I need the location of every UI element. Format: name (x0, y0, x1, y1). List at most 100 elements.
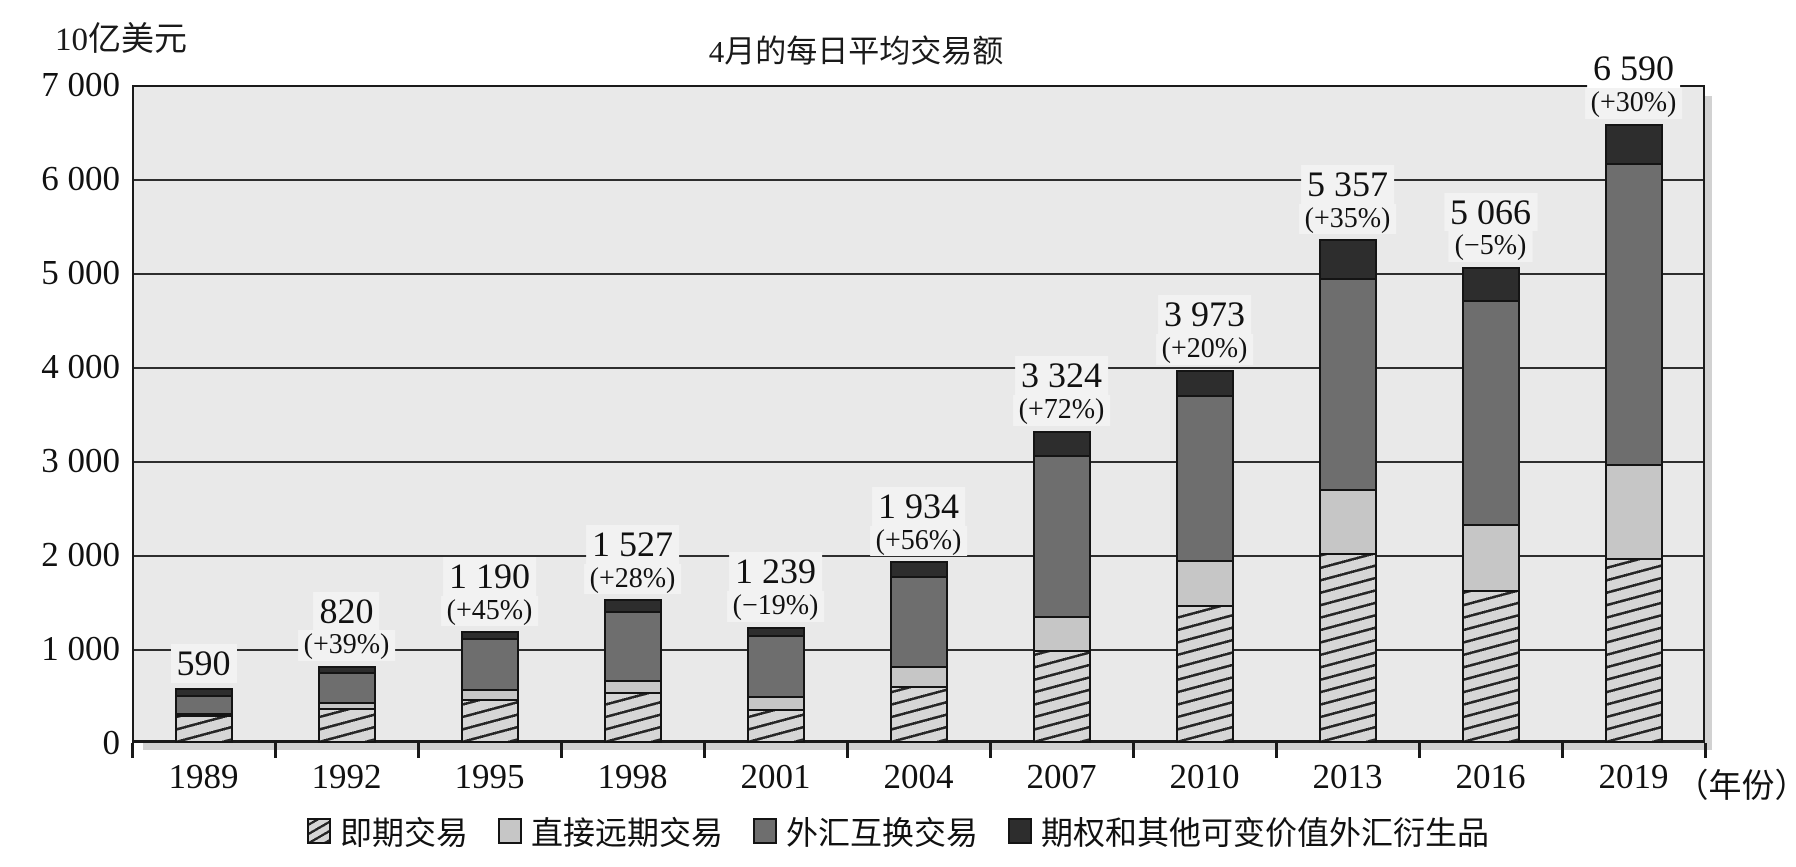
bar-2016 (1461, 266, 1520, 743)
x-axis-label-1995: 1995 (454, 757, 525, 796)
x-axis-tick (416, 743, 420, 758)
bar-segment-outright-forwards (319, 702, 374, 708)
gridline (134, 179, 1703, 181)
bar-change-label: (+20%) (1155, 334, 1254, 365)
bar-1995 (460, 631, 519, 743)
x-axis-tick (845, 743, 849, 758)
bar-value-label: 5 066 (−5%) (1444, 192, 1537, 262)
bar-change-label: (+30%) (1584, 88, 1683, 119)
bar-total-text: 590 (170, 643, 237, 683)
bar-total-text: 1 527 (585, 525, 679, 564)
bar-change-text: (+56%) (869, 525, 968, 557)
bar-total-label: 5 066 (1444, 192, 1537, 232)
bar-segment-options-other (1320, 241, 1375, 279)
bar-segment-fx-swaps (462, 638, 517, 690)
bar-segment-outright-forwards (1463, 523, 1518, 590)
bar-segment-spot (176, 715, 231, 741)
bar-segment-fx-swaps (176, 694, 231, 713)
x-axis-label-2019: 2019 (1598, 757, 1669, 796)
bar-change-text: (+30%) (1584, 88, 1683, 119)
bar-total-label: 1 527 (584, 525, 682, 564)
bar-segment-fx-swaps (1463, 300, 1518, 524)
x-axis-tick (702, 743, 706, 758)
gridline (134, 461, 1703, 463)
bar-segment-spot (1463, 589, 1518, 741)
bar-change-label: (−5%) (1444, 231, 1537, 262)
x-axis-unit-suffix: （年份） (1675, 769, 1796, 805)
bar-total-text: 1 239 (728, 552, 822, 591)
bar-segment-spot (319, 707, 374, 741)
x-axis-tick (1417, 743, 1421, 758)
gridline (134, 367, 1703, 369)
bar-segment-fx-swaps (748, 634, 803, 697)
legend-item-spot: 即期交易 (306, 808, 468, 854)
bar-segment-outright-forwards (462, 689, 517, 699)
bar-change-text: (+39%) (297, 630, 396, 661)
x-axis-tick (273, 743, 277, 758)
bar-segment-options-other (1606, 125, 1661, 164)
legend-item-label: 外汇互换交易 (786, 815, 979, 851)
bar-1992 (317, 665, 376, 743)
x-axis-tick (1703, 743, 1707, 758)
y-axis-unit-label: 10亿美元 (55, 22, 187, 58)
bar-segment-fx-swaps (605, 610, 660, 680)
bar-total-text: 1 934 (871, 486, 965, 526)
bar-total-label: 3 973 (1156, 295, 1254, 334)
bar-segment-options-other (1034, 432, 1089, 456)
x-axis-tick (559, 743, 563, 758)
bar-segment-options-other (891, 563, 946, 577)
bar-segment-spot (748, 708, 803, 741)
legend-swatch-outright-forwards (497, 818, 522, 844)
bar-segment-spot (1606, 558, 1661, 741)
bar-segment-spot (891, 685, 946, 741)
bar-segment-spot (1320, 552, 1375, 741)
bar-total-label: 590 (170, 643, 237, 683)
y-axis-tick-label: 7 000 (41, 65, 120, 104)
y-axis-tick-label: 4 000 (41, 347, 120, 386)
bar-change-text: (+28%) (583, 563, 682, 595)
legend-item-label: 即期交易 (339, 815, 468, 851)
bar-change-label: (+56%) (869, 525, 968, 557)
bar-segment-fx-swaps (1320, 278, 1375, 489)
bar-2010 (1175, 369, 1234, 743)
bar-segment-outright-forwards (1606, 464, 1661, 559)
bar-value-label: 1 934 (+56%) (869, 486, 968, 557)
legend-swatch-options-other (1008, 818, 1033, 844)
x-axis-label-2016: 2016 (1455, 757, 1526, 796)
y-axis-tick-label: 5 000 (41, 253, 120, 292)
bar-segment-spot (1034, 650, 1089, 741)
x-axis-tick (1560, 743, 1564, 758)
bar-change-label: (+72%) (1012, 395, 1111, 426)
bar-2004 (889, 561, 948, 743)
bar-1989 (174, 687, 233, 743)
bar-change-text: (−5%) (1448, 231, 1533, 262)
bar-value-label: 1 190 (+45%) (440, 556, 539, 627)
x-axis-tick (1131, 743, 1135, 758)
bar-segment-options-other (1177, 371, 1232, 396)
bar-segment-outright-forwards (176, 712, 231, 716)
bar-segment-outright-forwards (748, 696, 803, 709)
x-axis-label-2013: 2013 (1312, 757, 1383, 796)
legend-swatch-fx-swaps (753, 818, 777, 844)
bar-total-label: 1 239 (727, 552, 825, 591)
bar-segment-outright-forwards (605, 679, 660, 692)
bar-change-label: (+35%) (1298, 203, 1397, 235)
x-axis-label-2010: 2010 (1169, 757, 1240, 796)
bar-value-label: 1 239 (−19%) (726, 552, 825, 622)
bar-segment-options-other (1463, 268, 1518, 301)
x-axis-tick (988, 743, 992, 758)
x-axis-label-1989: 1989 (168, 757, 239, 796)
bar-2019 (1604, 123, 1663, 743)
y-axis-tick-label: 0 (102, 723, 121, 762)
y-axis-tick-label: 6 000 (41, 159, 120, 198)
bar-value-label: 6 590 (+30%) (1584, 49, 1683, 119)
bar-segment-options-other (319, 667, 374, 673)
x-axis-label-2001: 2001 (740, 757, 811, 796)
bar-segment-outright-forwards (891, 666, 946, 686)
gridline (134, 273, 1703, 275)
y-axis-tick-label: 3 000 (41, 441, 120, 480)
bar-total-text: 6 590 (1586, 49, 1680, 88)
y-axis-tick-label: 2 000 (41, 535, 120, 574)
bar-change-text: (+35%) (1298, 203, 1397, 235)
bar-segment-outright-forwards (1177, 560, 1232, 606)
